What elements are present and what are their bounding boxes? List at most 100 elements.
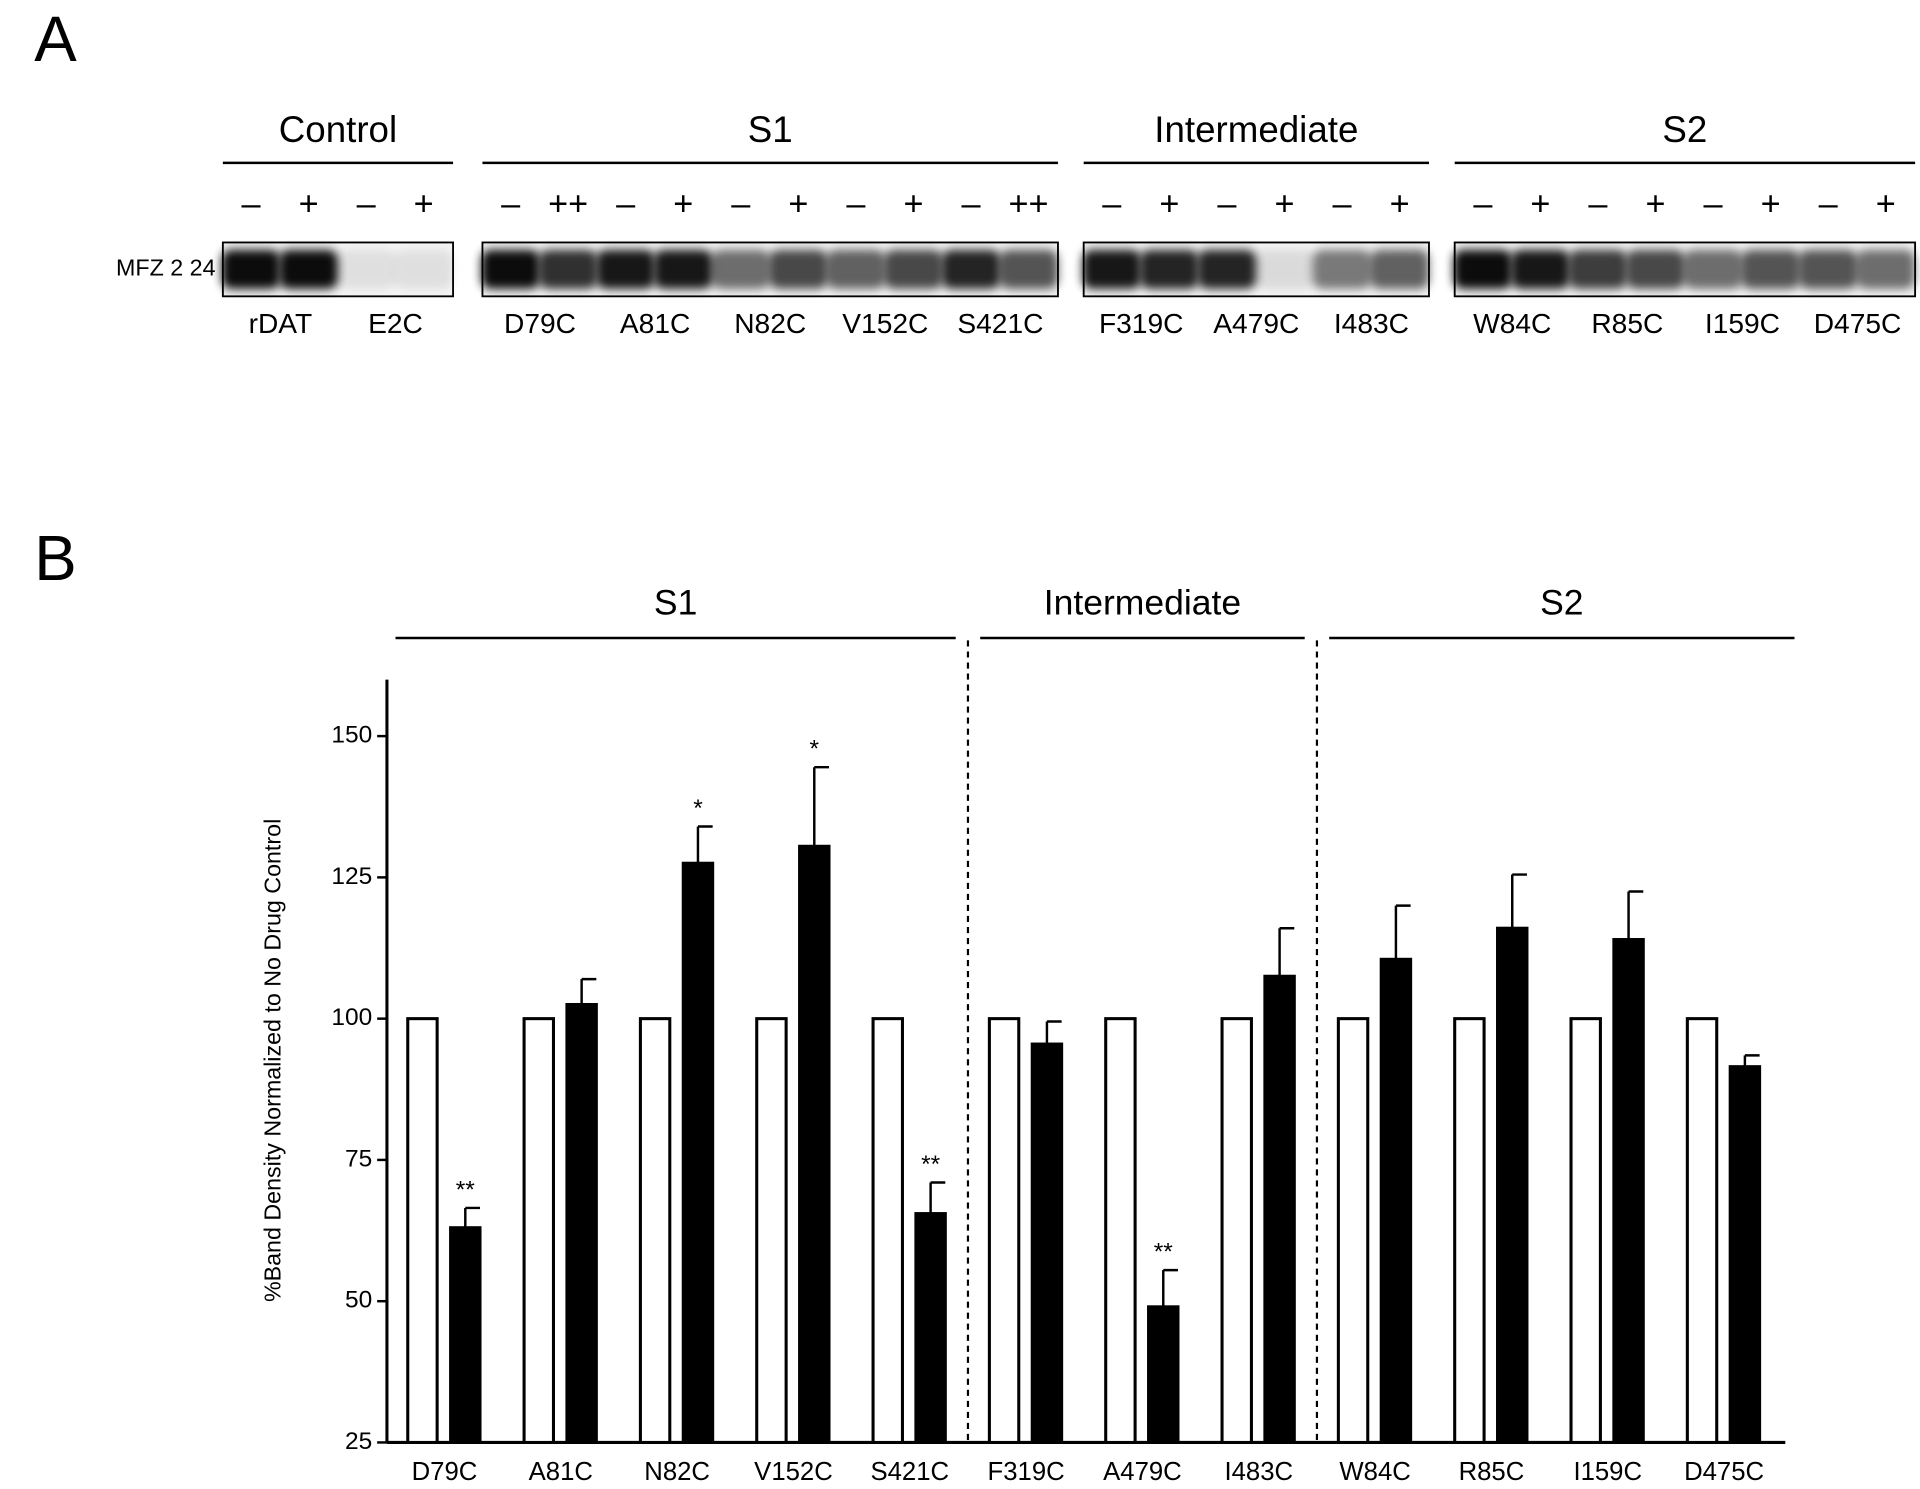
x-tick-label: S421C bbox=[870, 1458, 949, 1486]
y-tick-label: 75 bbox=[345, 1145, 372, 1172]
lane-label: F319C bbox=[1099, 308, 1184, 339]
treatment-sign: – bbox=[616, 185, 636, 223]
blot-frame bbox=[1082, 241, 1430, 298]
blot-band bbox=[279, 249, 338, 289]
error-bar bbox=[1511, 873, 1527, 929]
blot-band bbox=[768, 249, 828, 289]
group-label: Intermediate bbox=[1044, 582, 1241, 622]
bar bbox=[871, 1017, 904, 1444]
error-bar bbox=[464, 1206, 480, 1228]
treatment-sign: + bbox=[414, 185, 434, 223]
treatment-sign: + bbox=[1390, 185, 1410, 223]
x-tick-label: I483C bbox=[1224, 1458, 1293, 1486]
error-bar bbox=[580, 977, 597, 1005]
treatment-sign: – bbox=[846, 185, 866, 223]
lane-label: S421C bbox=[957, 308, 1043, 339]
x-tick-label: W84C bbox=[1339, 1458, 1410, 1486]
significance-label: ** bbox=[456, 1176, 476, 1203]
blot-band bbox=[1255, 249, 1314, 289]
panel-label: B bbox=[34, 523, 76, 594]
group-label: S2 bbox=[1540, 582, 1583, 622]
treatment-sign: – bbox=[1333, 185, 1353, 223]
bar bbox=[1336, 1017, 1370, 1444]
treatment-sign: – bbox=[241, 185, 261, 223]
significance-label: ** bbox=[1154, 1238, 1174, 1265]
y-tick-label: 50 bbox=[345, 1287, 372, 1314]
error-bar bbox=[696, 825, 713, 864]
lane-label: I159C bbox=[1705, 308, 1780, 339]
bar bbox=[1147, 1305, 1180, 1444]
treatment-sign: + bbox=[1646, 185, 1666, 223]
bar bbox=[565, 1002, 598, 1444]
treatment-sign: ++ bbox=[548, 185, 588, 223]
bar bbox=[1220, 1017, 1253, 1444]
bar bbox=[1030, 1042, 1064, 1444]
blot-band bbox=[1197, 249, 1257, 289]
treatment-sign: + bbox=[1761, 185, 1781, 223]
bar bbox=[798, 844, 831, 1444]
blot-band bbox=[336, 249, 396, 289]
lane-label: A81C bbox=[620, 308, 690, 339]
error-bar bbox=[1394, 904, 1411, 960]
blot-band bbox=[1312, 249, 1372, 289]
x-tick-label: F319C bbox=[988, 1458, 1065, 1486]
y-tick-label: 100 bbox=[331, 1004, 372, 1031]
blot-band bbox=[1082, 249, 1142, 289]
treatment-sign: – bbox=[1819, 185, 1839, 223]
blot-frame bbox=[481, 241, 1059, 298]
bar bbox=[914, 1212, 947, 1444]
treatment-sign: – bbox=[1473, 185, 1493, 223]
lane-label: E2C bbox=[368, 308, 423, 339]
x-tick-label: N82C bbox=[644, 1458, 710, 1486]
lane-label: V152C bbox=[842, 308, 928, 339]
treatment-sign: + bbox=[673, 185, 693, 223]
error-bar bbox=[1162, 1268, 1178, 1307]
lane-label: N82C bbox=[734, 308, 806, 339]
blot-band bbox=[1140, 249, 1199, 289]
blot-band bbox=[1741, 249, 1800, 289]
bar bbox=[1104, 1017, 1137, 1444]
y-tick-label: 150 bbox=[331, 722, 372, 749]
treatment-sign: – bbox=[1704, 185, 1724, 223]
y-tick-label: 25 bbox=[345, 1428, 372, 1455]
panel-label: A bbox=[34, 4, 77, 75]
treatment-sign: – bbox=[1217, 185, 1237, 223]
error-bar bbox=[1045, 1020, 1062, 1045]
x-tick-label: D79C bbox=[412, 1458, 478, 1486]
treatment-sign: + bbox=[1159, 185, 1179, 223]
blot-band bbox=[394, 249, 454, 289]
bar bbox=[987, 1017, 1021, 1444]
treatment-sign: – bbox=[357, 185, 377, 223]
bar bbox=[1569, 1017, 1602, 1444]
blot-band bbox=[1856, 249, 1916, 289]
treatment-sign: – bbox=[501, 185, 521, 223]
x-tick-label: A81C bbox=[529, 1458, 593, 1486]
significance-label: * bbox=[810, 736, 820, 763]
treatment-sign: – bbox=[1102, 185, 1122, 223]
blot-band bbox=[596, 249, 656, 289]
treatment-sign: + bbox=[903, 185, 923, 223]
treatment-sign: – bbox=[961, 185, 981, 223]
treatment-sign: + bbox=[1876, 185, 1896, 223]
x-tick-label: V152C bbox=[754, 1458, 833, 1486]
blot-band bbox=[653, 249, 713, 289]
blot-band bbox=[538, 249, 598, 289]
bar bbox=[755, 1017, 788, 1444]
bar bbox=[1453, 1017, 1486, 1444]
lane-label: rDAT bbox=[249, 308, 313, 339]
bar bbox=[1685, 1017, 1719, 1444]
significance-label: * bbox=[693, 795, 703, 822]
lane-label: D475C bbox=[1814, 308, 1902, 339]
y-axis-label: %Band Density Normalized to No Drug Cont… bbox=[259, 819, 285, 1302]
y-tick-label: 125 bbox=[331, 863, 372, 890]
x-tick-label: I159C bbox=[1573, 1458, 1642, 1486]
bar bbox=[449, 1226, 482, 1444]
blot-frame bbox=[221, 241, 454, 298]
bar bbox=[638, 1017, 672, 1444]
treatment-sign: + bbox=[299, 185, 319, 223]
blot-band bbox=[1626, 249, 1685, 289]
error-bar bbox=[1278, 927, 1295, 977]
blot-band bbox=[884, 249, 943, 289]
blot-band bbox=[1798, 249, 1858, 289]
blot-band bbox=[1511, 249, 1570, 289]
